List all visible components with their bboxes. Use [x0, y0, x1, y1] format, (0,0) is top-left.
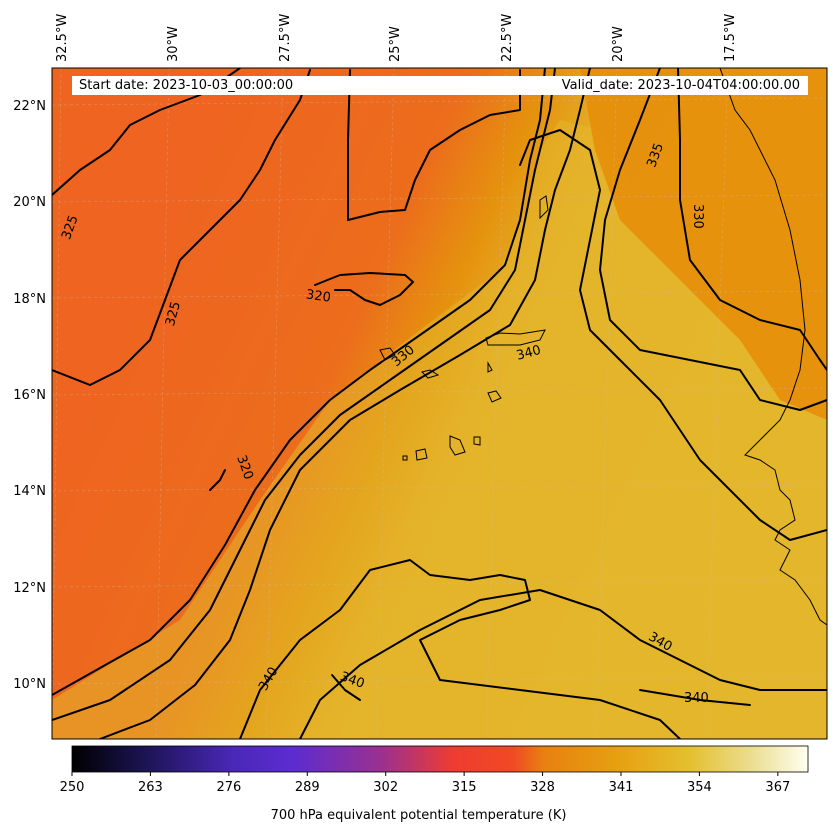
colorbar-tick-label: 289 — [295, 780, 320, 795]
lon-tick-label: 32.5°W — [55, 14, 70, 62]
lat-tick-label: 22°N — [13, 99, 46, 114]
colorbar-tick-label: 367 — [765, 780, 790, 795]
lon-tick-label: 27.5°W — [278, 14, 293, 62]
contour-label: 340 — [515, 343, 543, 364]
colorbar-tick-label: 302 — [373, 780, 398, 795]
east-region — [580, 68, 827, 420]
colorbar-tick-label: 276 — [216, 780, 241, 795]
valid-date-label: Valid_date: 2023-10-04T04:00:00.00 — [561, 78, 800, 93]
lon-tick-label: 30°W — [166, 26, 181, 62]
contour-lines — [52, 68, 827, 739]
lat-tick-label: 12°N — [13, 581, 46, 596]
contour-label: 325 — [163, 300, 184, 328]
colorbar-tick-label: 263 — [138, 780, 163, 795]
graticule — [52, 68, 827, 739]
lon-tick-label: 25°W — [388, 26, 403, 62]
map-frame — [51, 67, 828, 740]
colorbar: 250 263 276 289 302 315 328 341 354 367 — [60, 745, 809, 795]
contour-label: 320 — [305, 287, 332, 305]
lon-tick-label: 17.5°W — [723, 14, 738, 62]
latitude-ticks: 22°N 20°N 18°N 16°N 14°N 12°N 10°N — [13, 99, 46, 692]
map-area: 325 325 320 320 330 340 335 330 340 340 … — [52, 68, 827, 739]
lat-tick-label: 16°N — [13, 388, 46, 403]
colorbar-gradient — [71, 745, 809, 773]
colorbar-label: 700 hPa equivalent potential temperature… — [270, 808, 567, 823]
warm-region — [52, 120, 827, 739]
contour-label: 340 — [684, 691, 709, 706]
colorbar-tick-label: 315 — [452, 780, 477, 795]
colorbar-tick-label: 250 — [60, 780, 85, 795]
start-date-label: Start date: 2023-10-03_00:00:00 — [79, 78, 294, 93]
lon-tick-label: 22.5°W — [500, 14, 515, 62]
longitude-ticks: 32.5°W 30°W 27.5°W 25°W 22.5°W 20°W 17.5… — [55, 14, 738, 62]
lon-tick-label: 20°W — [611, 26, 626, 62]
colorbar-tick-label: 328 — [530, 780, 555, 795]
lat-tick-label: 18°N — [13, 292, 46, 307]
coastlines — [379, 68, 827, 626]
contour-label: 330 — [690, 204, 705, 229]
lat-tick-label: 10°N — [13, 677, 46, 692]
date-banner: Start date: 2023-10-03_00:00:00 Valid_da… — [72, 76, 808, 95]
lat-tick-label: 14°N — [13, 484, 46, 499]
lat-tick-label: 20°N — [13, 195, 46, 210]
colorbar-tick-label: 341 — [609, 780, 634, 795]
colorbar-ticks: 250 263 276 289 302 315 328 341 354 367 — [60, 772, 790, 795]
colorbar-tick-label: 354 — [687, 780, 712, 795]
